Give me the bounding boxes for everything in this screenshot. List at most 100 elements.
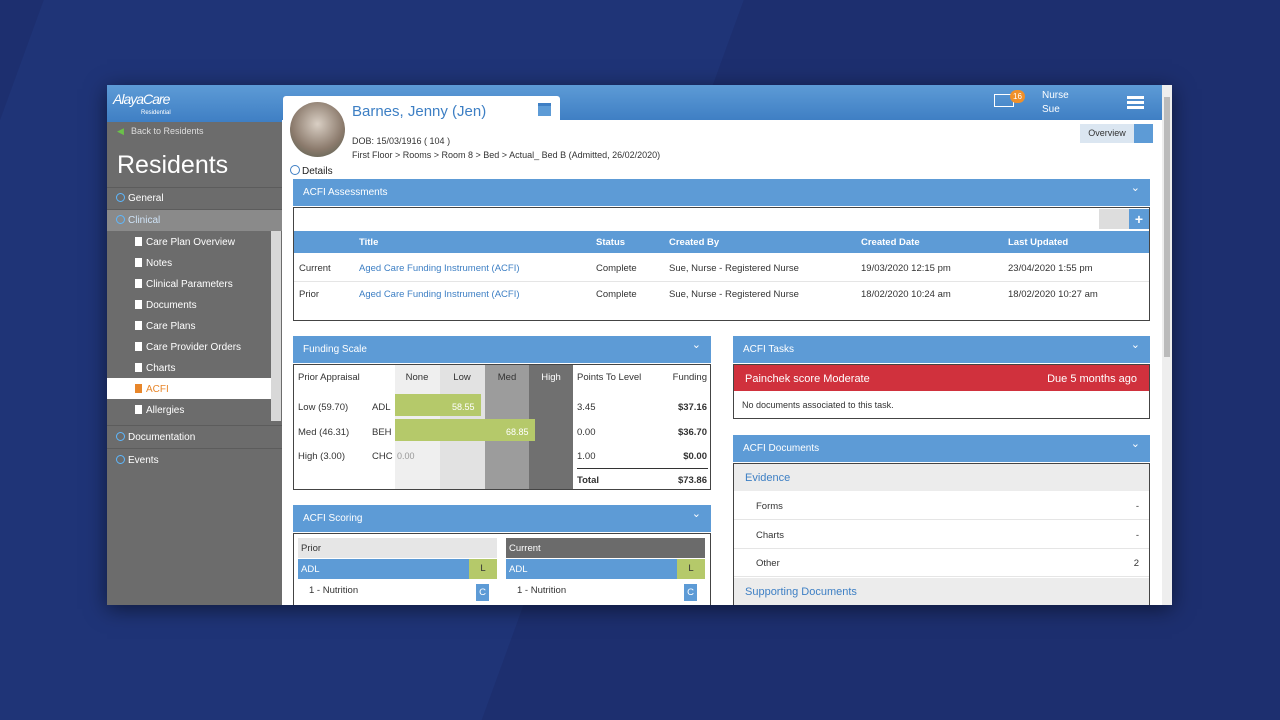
- funding-amount: $0.00: [683, 451, 707, 462]
- task-name: Painchek score Moderate: [745, 373, 870, 385]
- domain-row[interactable]: [506, 559, 705, 579]
- points: 1.00: [577, 451, 596, 462]
- scrollbar[interactable]: [1162, 85, 1172, 605]
- doc-count: 2: [1133, 558, 1139, 569]
- submenu-track: [271, 231, 281, 421]
- rating: C: [476, 584, 489, 601]
- menu-icon: [116, 432, 125, 441]
- score-bar: [395, 419, 535, 441]
- doc-group-name: Evidence: [745, 472, 791, 484]
- panel-header[interactable]: ACFI Assessments: [293, 175, 1150, 206]
- column-header: Status: [596, 237, 626, 248]
- task-row[interactable]: [734, 365, 1149, 391]
- row-divider: [734, 576, 1149, 577]
- details-toggle[interactable]: Details: [302, 166, 333, 177]
- col-high: [529, 365, 573, 489]
- column-header: Med: [497, 372, 517, 383]
- submenu-item[interactable]: Allergies: [146, 405, 185, 416]
- table-cell: Sue, Nurse - Registered Nurse: [669, 263, 799, 274]
- menu-icon: [116, 193, 125, 202]
- submenu-item[interactable]: Charts: [146, 363, 176, 374]
- points: 0.00: [577, 426, 596, 438]
- doc-count: -: [1135, 529, 1139, 541]
- location: First Floor > Rooms > Room 8 > Bed > Act…: [352, 150, 661, 160]
- assessments-panel: + Title Status Created By Created Date Last …: [293, 207, 1150, 321]
- user-name: Nurse: [1042, 90, 1069, 101]
- submenu-item[interactable]: Care Plans: [146, 321, 196, 332]
- calendar-icon[interactable]: [538, 103, 551, 116]
- logo-sub: Residential: [141, 110, 171, 116]
- submenu-item[interactable]: ACFI: [146, 384, 169, 395]
- add-button[interactable]: +: [1129, 209, 1149, 229]
- menu-section[interactable]: General: [128, 193, 164, 204]
- scoring-panel: Prior ADL L 1 - Nutrition C Current ADL L 1 - Nu…: [293, 533, 711, 605]
- item: 1 - Nutrition: [517, 585, 567, 596]
- menu-row[interactable]: [107, 209, 282, 231]
- panel-header[interactable]: ACFI Scoring: [293, 501, 711, 532]
- panel-header[interactable]: ACFI Tasks: [733, 332, 1150, 363]
- submenu-icon: [135, 363, 142, 372]
- menu-row[interactable]: [107, 448, 282, 471]
- menu-row-active: [107, 378, 271, 399]
- submenu-item[interactable]: Documents: [146, 300, 197, 311]
- submenu-icon: [135, 321, 142, 330]
- submenu-item[interactable]: Clinical Parameters: [146, 279, 233, 290]
- doc-item[interactable]: Charts: [756, 529, 784, 541]
- menu-section[interactable]: Clinical: [128, 215, 161, 226]
- overview-button[interactable]: Overview: [1080, 124, 1134, 143]
- domain-row[interactable]: [298, 559, 497, 579]
- table-header: [294, 231, 1149, 253]
- resident-photo: [290, 102, 345, 157]
- table-cell: Sue, Nurse - Registered Nurse: [669, 289, 799, 300]
- doc-item[interactable]: Other: [756, 558, 780, 569]
- assessment-link[interactable]: Aged Care Funding Instrument (ACFI): [359, 263, 520, 274]
- menu-row[interactable]: [107, 187, 282, 209]
- submenu-icon: [135, 342, 142, 351]
- column-header: None: [405, 372, 429, 383]
- edit-button[interactable]: [1099, 209, 1129, 229]
- panel-header[interactable]: ACFI Documents: [733, 431, 1150, 462]
- doc-group[interactable]: [734, 577, 1149, 605]
- sidebar: AlayaCare Residential ◀ Back to Resident…: [107, 85, 282, 605]
- back-link[interactable]: Back to Residents: [131, 126, 204, 136]
- task-due: Due 5 months ago: [1047, 373, 1137, 385]
- table-cell: Prior: [299, 289, 320, 300]
- column-header: Funding: [672, 372, 707, 383]
- app-window: AlayaCare Residential ◀ Back to Resident…: [107, 85, 1172, 605]
- score-bar: [395, 394, 481, 416]
- panel-header[interactable]: Funding Scale: [293, 332, 711, 363]
- submenu-item[interactable]: Care Provider Orders: [146, 342, 242, 353]
- points: 3.45: [577, 402, 596, 413]
- table-cell: Complete: [596, 289, 637, 300]
- assessment-link[interactable]: Aged Care Funding Instrument (ACFI): [359, 289, 520, 300]
- submenu-item[interactable]: Care Plan Overview: [146, 237, 235, 248]
- resident-name: Barnes, Jenny (Jen): [352, 103, 487, 120]
- menu-section[interactable]: Documentation: [128, 432, 196, 443]
- submenu-icon: [135, 279, 142, 288]
- submenu-icon: [135, 258, 142, 267]
- logo: AlayaCare: [113, 91, 170, 107]
- user-name: Sue: [1042, 104, 1060, 115]
- submenu-icon: [135, 384, 142, 393]
- back-icon: ◀: [117, 126, 124, 136]
- sidebar-title: Residents: [117, 151, 229, 179]
- domain: CHC: [372, 451, 393, 462]
- total-label: Total: [577, 475, 599, 486]
- score-head: [298, 538, 497, 558]
- menu-row[interactable]: [107, 425, 282, 448]
- rating: C: [684, 584, 697, 601]
- total-rule: [577, 468, 708, 469]
- scroll-thumb[interactable]: [1164, 97, 1170, 357]
- dob: DOB: 15/03/1916 ( 104 ): [352, 136, 451, 146]
- doc-item[interactable]: Forms: [756, 501, 783, 512]
- appraisal: High (3.00): [298, 451, 345, 462]
- column-header: Points To Level: [577, 372, 642, 383]
- overview-icon[interactable]: [1134, 124, 1153, 143]
- submenu-item[interactable]: Notes: [146, 258, 173, 269]
- funding-panel: Prior Appraisal None Low Med High Points To L…: [293, 364, 711, 490]
- doc-group[interactable]: [734, 464, 1149, 491]
- item: 1 - Nutrition: [309, 585, 359, 596]
- menu-section[interactable]: Events: [128, 455, 159, 466]
- menu-icon[interactable]: [1127, 96, 1144, 99]
